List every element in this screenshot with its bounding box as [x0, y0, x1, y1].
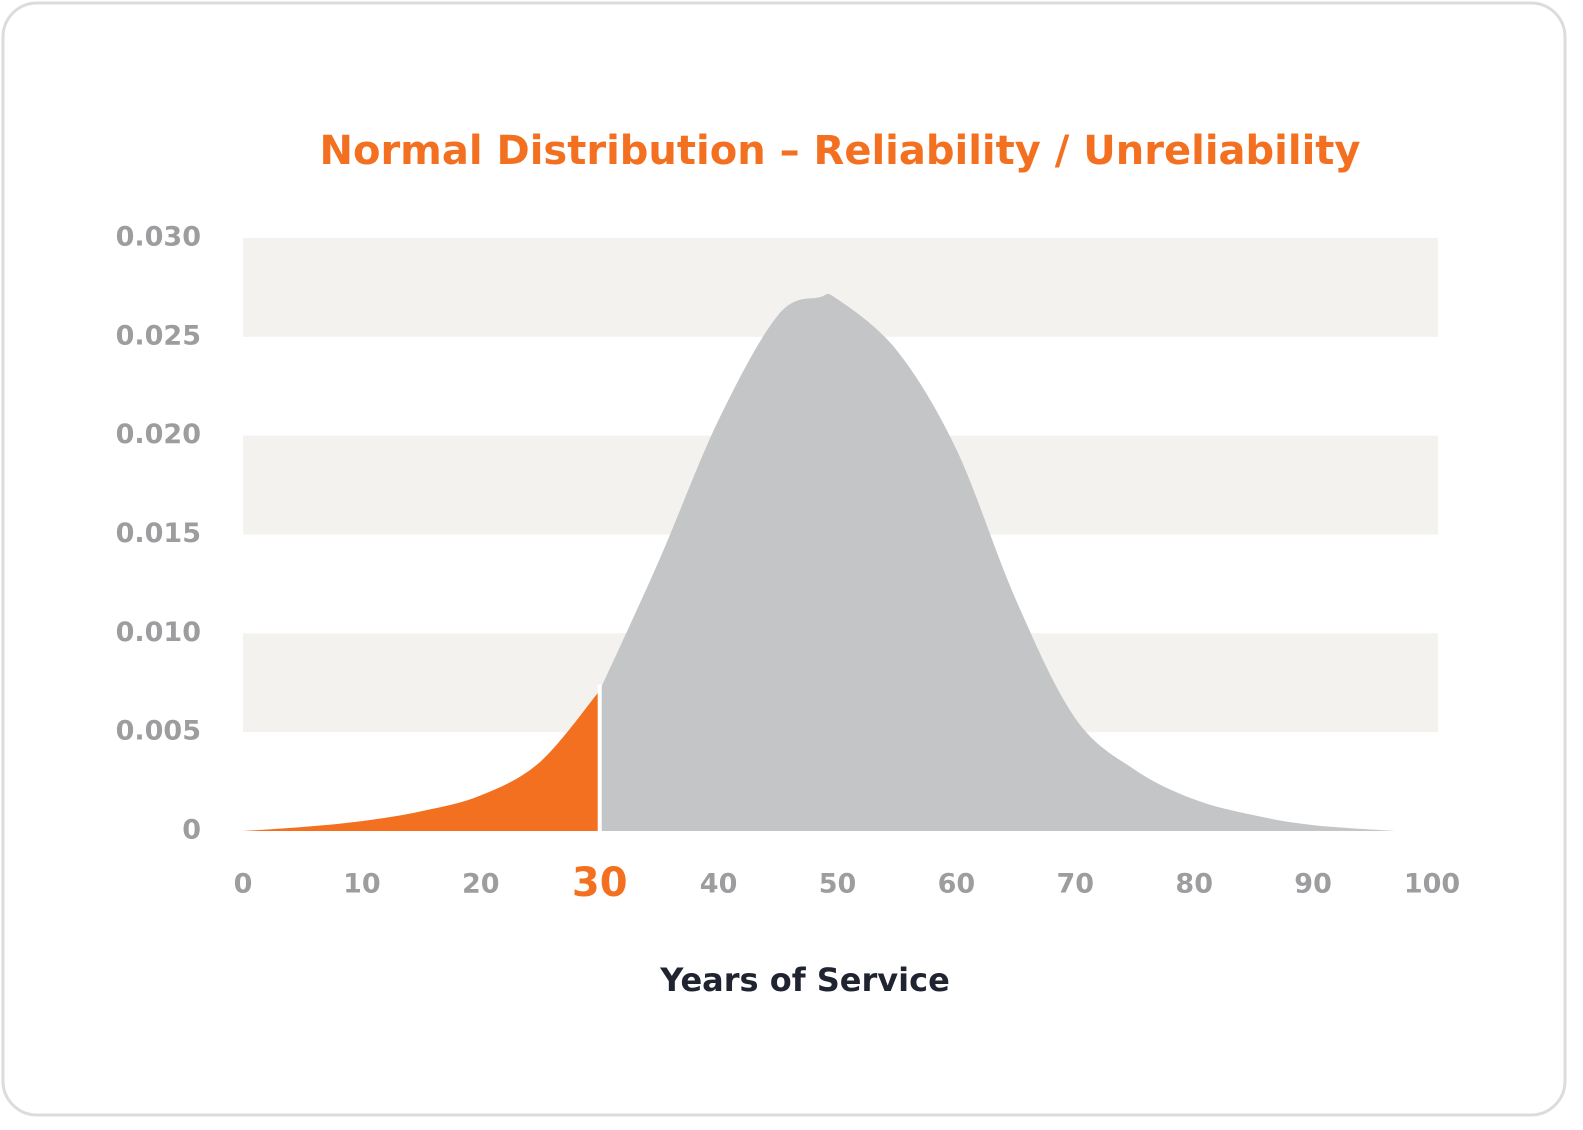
x-tick-label: 0: [234, 869, 253, 900]
x-tick-label: 90: [1294, 869, 1332, 900]
area-below: [243, 690, 600, 831]
x-tick-label: 60: [938, 869, 976, 900]
y-tick-label: 0.020: [116, 419, 201, 450]
x-tick-label: 20: [462, 869, 500, 900]
y-tick-label: 0: [182, 815, 201, 846]
y-tick-label: 0.005: [116, 716, 201, 747]
x-tick-label: 40: [700, 869, 738, 900]
x-tick-label: 100: [1404, 869, 1460, 900]
y-tick-label: 0.025: [116, 320, 201, 351]
x-tick-label: 70: [1057, 869, 1095, 900]
x-tick-label: 10: [343, 869, 381, 900]
x-tick-label: 30: [572, 860, 628, 906]
area-above: [599, 293, 1397, 831]
y-tick-label: 0.010: [116, 617, 201, 648]
y-tick-label: 0.015: [116, 518, 201, 549]
y-tick-label: 0.030: [116, 222, 201, 253]
x-tick-label: 80: [1175, 869, 1213, 900]
x-tick-label: 50: [819, 869, 857, 900]
x-axis-title: Years of Service: [659, 961, 950, 999]
chart-title: Normal Distribution – Reliability / Unre…: [320, 128, 1361, 174]
